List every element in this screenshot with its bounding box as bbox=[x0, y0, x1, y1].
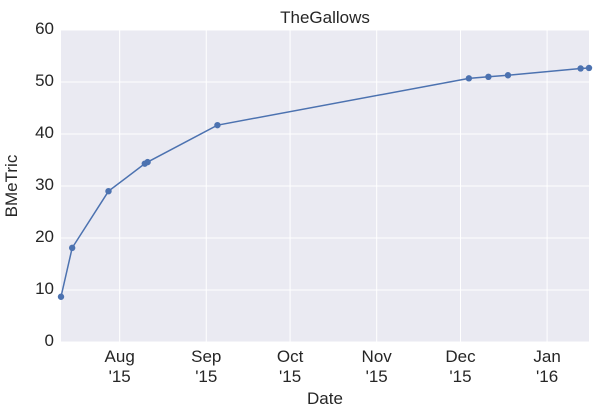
data-point bbox=[585, 64, 593, 72]
y-axis-label: BMeTric bbox=[2, 154, 21, 218]
y-tick-label: 50 bbox=[35, 71, 54, 90]
x-tick-label: Sep '15 bbox=[191, 347, 222, 386]
x-tick-label: Jan '16 bbox=[533, 347, 561, 386]
x-tick-label: Aug '15 bbox=[104, 347, 135, 386]
y-tick-label: 0 bbox=[44, 331, 54, 350]
x-tick-label: Oct '15 bbox=[276, 347, 304, 386]
x-axis-label: Date bbox=[307, 389, 343, 408]
x-tick-label: Dec '15 bbox=[445, 347, 476, 386]
y-tick-label: 60 bbox=[35, 19, 54, 38]
y-tick-label: 30 bbox=[35, 175, 54, 194]
data-point bbox=[57, 293, 65, 300]
y-tick-label: 20 bbox=[35, 227, 54, 246]
data-point bbox=[105, 188, 112, 195]
x-tick-label: Nov '15 bbox=[361, 347, 392, 386]
y-tick-label: 40 bbox=[35, 123, 54, 142]
gridlines bbox=[61, 29, 589, 343]
y-tick-label: 10 bbox=[35, 279, 54, 298]
data-point bbox=[68, 244, 76, 252]
data-point bbox=[577, 65, 584, 72]
data-point bbox=[504, 72, 512, 79]
data-point bbox=[214, 121, 221, 129]
data-markers bbox=[57, 64, 593, 300]
data-point bbox=[485, 73, 492, 81]
chart-title: TheGallows bbox=[280, 8, 370, 27]
data-point bbox=[144, 158, 151, 166]
data-point bbox=[465, 75, 473, 82]
